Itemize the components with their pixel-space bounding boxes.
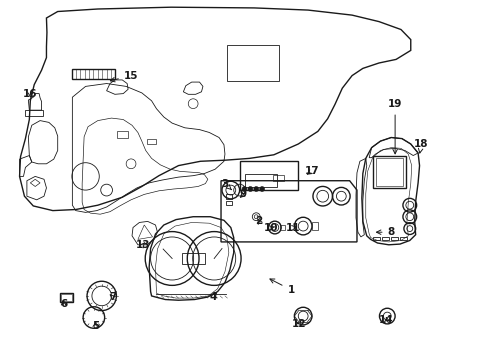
Bar — [375, 158, 402, 186]
Bar — [272, 175, 283, 181]
Bar — [311, 222, 317, 230]
Text: 5: 5 — [92, 321, 99, 331]
Text: 18: 18 — [413, 139, 428, 153]
Text: 19: 19 — [387, 99, 402, 154]
Bar — [372, 237, 379, 240]
Circle shape — [253, 186, 258, 192]
Bar — [117, 131, 128, 138]
Bar — [279, 225, 284, 230]
Text: 9: 9 — [240, 189, 246, 199]
Bar — [182, 253, 205, 264]
Text: 12: 12 — [291, 319, 306, 329]
Text: 6: 6 — [60, 299, 67, 309]
Text: 8: 8 — [376, 227, 394, 237]
Circle shape — [247, 186, 252, 192]
Bar — [225, 194, 231, 199]
Text: 10: 10 — [264, 222, 278, 233]
Bar — [372, 156, 405, 188]
Circle shape — [259, 186, 264, 192]
Bar — [61, 294, 72, 301]
Bar — [399, 237, 406, 240]
Bar — [25, 110, 43, 116]
Text: 7: 7 — [108, 292, 116, 302]
Text: 2: 2 — [255, 216, 262, 226]
Bar — [60, 293, 73, 302]
Text: 14: 14 — [378, 315, 393, 325]
Text: 16: 16 — [23, 89, 38, 99]
Bar — [239, 161, 298, 190]
Text: 15: 15 — [110, 71, 138, 82]
Text: 4: 4 — [208, 292, 216, 302]
Bar — [390, 237, 397, 240]
Text: 1: 1 — [269, 279, 294, 295]
Bar — [72, 69, 115, 79]
Text: 17: 17 — [304, 166, 319, 176]
Circle shape — [242, 186, 246, 192]
Text: 13: 13 — [135, 240, 150, 250]
Bar — [225, 201, 231, 205]
Bar — [382, 237, 388, 240]
Text: 3: 3 — [221, 179, 231, 190]
Bar — [245, 174, 277, 187]
Bar — [146, 139, 155, 144]
Text: 11: 11 — [285, 222, 300, 233]
